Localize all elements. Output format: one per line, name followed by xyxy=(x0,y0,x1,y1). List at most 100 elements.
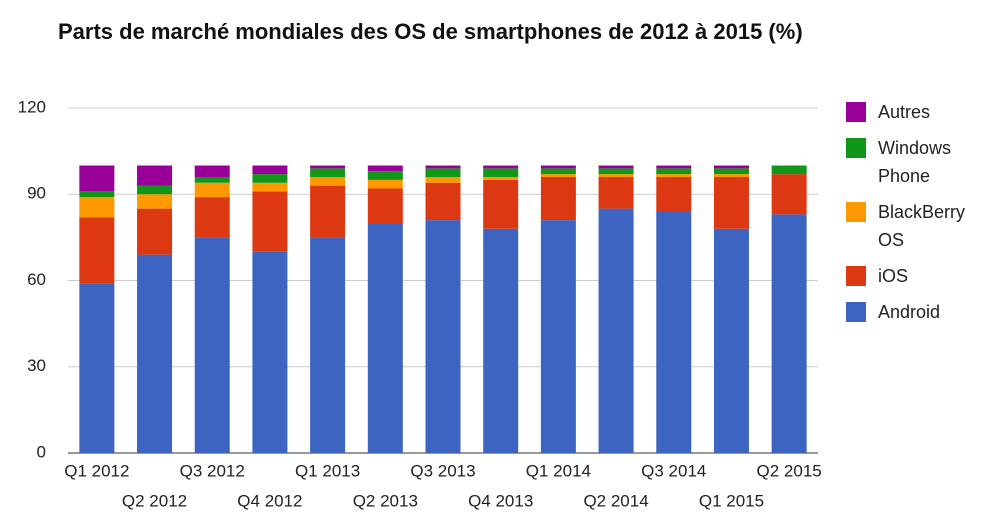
bar-segment xyxy=(483,168,519,177)
bar-segment xyxy=(310,177,346,186)
bar-segment xyxy=(540,177,576,221)
bar-segment xyxy=(540,174,576,177)
bar-segment xyxy=(79,283,115,453)
bar-segment xyxy=(656,174,692,177)
x-tick-label: Q2 2013 xyxy=(353,491,418,510)
bar-segment xyxy=(713,228,749,453)
y-tick-label: 120 xyxy=(18,97,46,116)
bar-segment xyxy=(194,237,230,453)
bar-segment xyxy=(137,208,173,255)
legend-entry: iOS xyxy=(846,262,981,290)
x-tick-label: Q1 2012 xyxy=(64,461,129,480)
bar-segment xyxy=(598,168,634,175)
bar-segment xyxy=(252,191,288,252)
legend-swatch xyxy=(846,138,866,158)
bar-segment xyxy=(713,168,749,175)
bar-segment xyxy=(771,174,807,215)
bar-segment xyxy=(656,177,692,212)
bar-segment xyxy=(483,179,519,229)
bar-segment xyxy=(425,220,461,453)
x-tick-label: Q2 2015 xyxy=(757,461,822,480)
bar-segment xyxy=(137,165,173,186)
bar-segment xyxy=(771,214,807,453)
bar-segment xyxy=(483,228,519,453)
legend-label: Windows Phone xyxy=(878,138,952,186)
bar-segment xyxy=(367,223,403,453)
x-tick-label: Q3 2013 xyxy=(410,461,475,480)
x-tick-label: Q4 2012 xyxy=(237,491,302,510)
x-tick-label: Q2 2014 xyxy=(583,491,648,510)
bar-segment xyxy=(367,188,403,223)
bar-segment xyxy=(713,165,749,169)
bar-segment xyxy=(252,182,288,192)
bar-segment xyxy=(713,174,749,177)
bar-segment xyxy=(310,168,346,177)
legend-label: Android xyxy=(878,302,941,322)
bar-segment xyxy=(656,168,692,175)
bar-segment xyxy=(656,165,692,169)
x-tick-label: Q2 2012 xyxy=(122,491,187,510)
x-tick-label: Q3 2012 xyxy=(180,461,245,480)
legend-swatch xyxy=(846,102,866,122)
bar-segment xyxy=(367,179,403,189)
bar-segment xyxy=(425,168,461,177)
legend-swatch xyxy=(846,302,866,322)
bar-segment xyxy=(598,177,634,209)
bar-segment xyxy=(598,174,634,177)
bar-segment xyxy=(310,237,346,453)
bar-segment xyxy=(598,208,634,453)
bar-segment xyxy=(540,220,576,453)
legend-label: BlackBerry OS xyxy=(878,202,966,250)
legend-entry: BlackBerry OS xyxy=(846,198,981,254)
bar-segment xyxy=(598,165,634,169)
legend: Autres Windows Phone BlackBerry OS iOS Andro… xyxy=(846,98,981,334)
bar-segment xyxy=(137,254,173,453)
chart-title: Parts de marché mondiales des OS de smar… xyxy=(58,19,803,44)
bar-segment xyxy=(252,251,288,453)
bar-segment xyxy=(425,165,461,169)
bar-segment xyxy=(367,165,403,172)
bar-segment xyxy=(425,182,461,221)
bar-segment xyxy=(540,165,576,169)
bar-segment xyxy=(483,177,519,180)
legend-label: Autres xyxy=(878,102,931,122)
bar-segment xyxy=(79,191,115,198)
bar-segment xyxy=(194,197,230,238)
legend-label: iOS xyxy=(878,266,909,286)
y-tick-label: 30 xyxy=(27,356,46,375)
x-tick-label: Q3 2014 xyxy=(641,461,706,480)
bar-segment xyxy=(310,165,346,169)
bar-segment xyxy=(713,177,749,229)
x-tick-label: Q1 2014 xyxy=(526,461,591,480)
bar-segment xyxy=(367,171,403,180)
y-tick-label: 90 xyxy=(27,184,46,203)
legend-entry: Autres xyxy=(846,98,981,126)
bar-segment xyxy=(252,174,288,183)
bar-segment xyxy=(79,197,115,218)
x-tick-label: Q4 2013 xyxy=(468,491,533,510)
legend-swatch xyxy=(846,202,866,222)
bar-segment xyxy=(137,185,173,195)
bar-segment xyxy=(310,185,346,238)
bar-segment xyxy=(137,194,173,209)
bar-segment xyxy=(771,165,807,175)
y-tick-label: 0 xyxy=(37,442,46,461)
bar-segment xyxy=(252,165,288,175)
bar-segment xyxy=(194,177,230,183)
bar-segment xyxy=(79,217,115,284)
legend-swatch xyxy=(846,266,866,286)
x-tick-label: Q1 2013 xyxy=(295,461,360,480)
bar-segment xyxy=(79,165,115,192)
bar-segment xyxy=(483,165,519,169)
y-tick-label: 60 xyxy=(27,270,46,289)
x-tick-label: Q1 2015 xyxy=(699,491,764,510)
bar-segment xyxy=(540,168,576,175)
bar-segment xyxy=(425,177,461,183)
bar-segment xyxy=(656,211,692,453)
legend-entry: Windows Phone xyxy=(846,134,981,190)
bar-segment xyxy=(194,182,230,198)
bar-segment xyxy=(194,165,230,177)
legend-entry: Android xyxy=(846,298,981,326)
